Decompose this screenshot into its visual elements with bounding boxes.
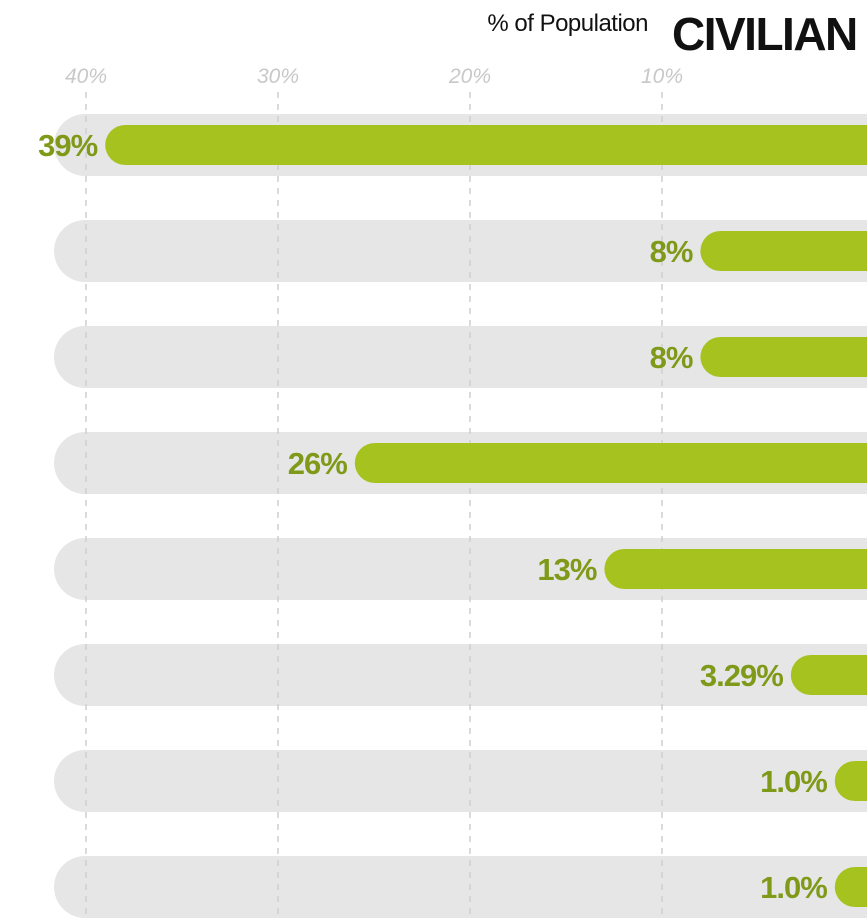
bar bbox=[354, 443, 867, 483]
bar-value-label: 13% bbox=[537, 552, 596, 587]
bar-value-label: 26% bbox=[288, 446, 347, 481]
bar-value-label: 39% bbox=[38, 128, 97, 163]
bar bbox=[105, 125, 867, 165]
chart-subtitle: % of Population bbox=[487, 10, 648, 37]
bar-value-label: 8% bbox=[650, 234, 693, 269]
x-tick-label: 40% bbox=[65, 65, 107, 88]
x-tick-label: 30% bbox=[257, 65, 299, 88]
bar-track bbox=[54, 750, 867, 812]
bar bbox=[700, 337, 867, 377]
bar-value-label: 8% bbox=[650, 340, 693, 375]
bar bbox=[834, 867, 867, 907]
bar bbox=[790, 655, 867, 695]
bar-value-label: 3.29% bbox=[700, 658, 783, 693]
x-tick-label: 20% bbox=[448, 65, 491, 88]
x-axis-ticks: 40% 30% 20% 10% bbox=[65, 65, 683, 88]
bar-track bbox=[54, 644, 867, 706]
bar bbox=[604, 549, 867, 589]
bar-track bbox=[54, 326, 867, 388]
bar-group: 39% 8% 8% 26% 13% 3.29% 1.0% 1.0% bbox=[38, 125, 867, 907]
x-tick-label: 10% bbox=[641, 65, 683, 88]
bar-track bbox=[54, 220, 867, 282]
chart-title: CIVILIAN bbox=[672, 8, 857, 60]
bar bbox=[700, 231, 867, 271]
bar-value-label: 1.0% bbox=[760, 764, 827, 799]
bar-value-label: 1.0% bbox=[760, 870, 827, 905]
bar-track bbox=[54, 856, 867, 918]
grid-lines bbox=[85, 92, 663, 919]
bar bbox=[834, 761, 867, 801]
